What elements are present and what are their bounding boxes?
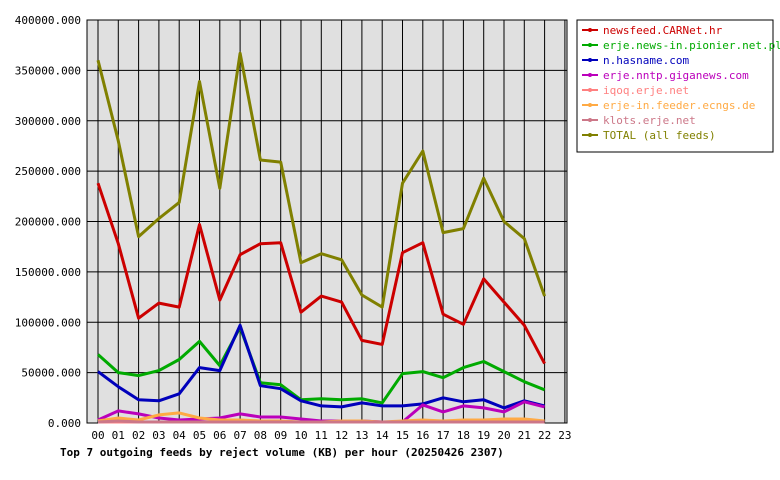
- legend: newsfeed.CARNet.hr erje.news-in.pionier.n…: [576, 19, 780, 153]
- series-line: [96, 51, 547, 309]
- legend-label: erje.news-in.pionier.net.pl: [603, 39, 780, 52]
- legend-marker: [588, 28, 592, 32]
- x-tick-label: 09: [274, 429, 287, 442]
- y-tick-label: 150000.000: [15, 266, 81, 279]
- x-tick-label: 03: [152, 429, 165, 442]
- legend-label: n.hasname.com: [603, 54, 689, 67]
- legend-label: erje.nntp.giganews.com: [603, 69, 749, 82]
- series-line: [97, 325, 546, 405]
- x-tick-label: 17: [436, 429, 449, 442]
- y-tick-label: 250000.000: [15, 165, 81, 178]
- y-tick-label: 50000.000: [21, 367, 81, 380]
- legend-marker: [588, 88, 592, 92]
- x-tick-label: 16: [416, 429, 429, 442]
- legend-marker: [588, 58, 592, 62]
- y-tick-label: 200000.000: [15, 216, 81, 229]
- gridlines: [87, 20, 567, 423]
- x-tick-label: 01: [112, 429, 125, 442]
- legend-label: erje-in.feeder.ecngs.de: [603, 99, 755, 112]
- legend-label: iqoq.erje.net: [603, 84, 689, 97]
- x-tick-label: 02: [132, 429, 145, 442]
- legend-marker: [588, 118, 592, 122]
- x-tick-label: 13: [355, 429, 368, 442]
- x-tick-label: 21: [518, 429, 531, 442]
- x-tick-label: 00: [91, 429, 104, 442]
- x-tick-label: 10: [294, 429, 307, 442]
- x-tick-label: 08: [254, 429, 267, 442]
- legend-marker: [588, 73, 592, 77]
- x-tick-label: 14: [376, 429, 390, 442]
- x-tick-label: 06: [213, 429, 226, 442]
- legend-marker: [588, 133, 592, 137]
- series-lines: [96, 51, 547, 424]
- x-tick-label: 20: [497, 429, 510, 442]
- x-tick-label: 05: [193, 429, 206, 442]
- x-tick-label: 22: [538, 429, 551, 442]
- x-tick-label: 23: [558, 429, 571, 442]
- x-tick-label: 18: [457, 429, 470, 442]
- series-line: [96, 182, 546, 365]
- legend-box: [576, 19, 774, 153]
- legend-marker: [588, 103, 592, 107]
- legend-label: klots.erje.net: [603, 114, 696, 127]
- chart-title: Top 7 outgoing feeds by reject volume (K…: [60, 446, 504, 459]
- y-axis-ticks: 0.000 50000.000 100000.000 150000.000 200000…: [15, 14, 81, 430]
- x-axis-ticks: 00 01 02 03 04 05 06 07 08 09 10 11 12 13 14 15 16 17 18 19…: [91, 429, 571, 442]
- x-tick-label: 15: [396, 429, 409, 442]
- legend-label: TOTAL (all feeds): [603, 129, 716, 142]
- y-tick-label: 0.000: [48, 417, 81, 430]
- y-tick-label: 350000.000: [15, 64, 81, 77]
- x-tick-label: 07: [233, 429, 246, 442]
- y-tick-label: 300000.000: [15, 115, 81, 128]
- legend-marker: [588, 43, 592, 47]
- y-tick-label: 100000.000: [15, 316, 81, 329]
- series-line: [97, 419, 545, 424]
- x-tick-label: 12: [335, 429, 348, 442]
- series-line: [97, 323, 545, 410]
- legend-label: newsfeed.CARNet.hr: [603, 24, 723, 37]
- x-tick-label: 19: [477, 429, 490, 442]
- y-tick-label: 400000.000: [15, 14, 81, 27]
- x-tick-label: 04: [173, 429, 187, 442]
- x-tick-label: 11: [315, 429, 328, 442]
